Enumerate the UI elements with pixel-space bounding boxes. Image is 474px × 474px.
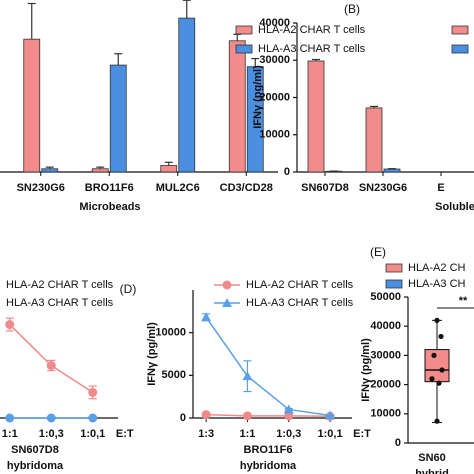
panel-label: (D) xyxy=(120,282,137,296)
marker xyxy=(284,411,294,421)
x-axis-title: Soluble xyxy=(435,201,474,213)
point xyxy=(429,376,435,382)
legend-swatch xyxy=(235,44,253,54)
bar xyxy=(160,165,178,173)
point xyxy=(438,333,444,340)
y-tick-label: 10000 xyxy=(370,408,401,420)
legend-label: HLA-A3 CHAR T cells xyxy=(6,297,114,309)
x-tick-label: 1:1 xyxy=(2,428,18,440)
ratio-label: E:T xyxy=(116,428,134,440)
x-axis-title: SN607D8 xyxy=(11,444,59,456)
legend-label: HLA-A2 CHAR T cells xyxy=(246,279,354,291)
x-tick-label: MUL2C6 xyxy=(156,182,200,194)
point xyxy=(434,418,440,424)
x-tick-label: E xyxy=(437,182,444,194)
marker xyxy=(46,361,56,371)
x-tick-label: SN230G6 xyxy=(17,182,65,194)
y-tick-label: 0 xyxy=(395,437,401,449)
y-axis-title: IFNγ (pg/ml) xyxy=(146,322,158,386)
bar xyxy=(91,168,109,173)
legend-swatch xyxy=(385,279,403,289)
x-tick-label: SN607D8 xyxy=(301,182,349,194)
line xyxy=(206,413,331,418)
bar xyxy=(383,168,401,173)
y-tick-label: 30000 xyxy=(370,349,401,361)
panel-label: (E) xyxy=(370,245,386,259)
x-axis-title: hybridoma xyxy=(7,460,64,472)
marker xyxy=(283,404,294,414)
marker xyxy=(325,410,336,420)
panel-label: (B) xyxy=(344,2,360,16)
point xyxy=(434,317,440,323)
x-axis-title: Microbeads xyxy=(79,201,140,213)
x-tick-label: CD3/CD28 xyxy=(220,182,273,194)
x-tick-label: 1:0,3 xyxy=(276,428,301,440)
y-tick-label: 40000 xyxy=(259,17,290,29)
legend-label: HLA-A3 CHAR T cells xyxy=(258,43,366,55)
marker xyxy=(242,371,253,381)
y-tick-label: 30000 xyxy=(259,54,290,66)
legend-label: HLA-A3 CH xyxy=(408,278,466,290)
x-tick-label: BRO11F6 xyxy=(85,182,134,194)
legend-swatch xyxy=(235,25,253,35)
point xyxy=(439,367,445,373)
x-tick-label: 1:0,1 xyxy=(318,428,343,440)
annotation: ** xyxy=(459,295,468,307)
point xyxy=(431,352,437,358)
bar xyxy=(365,107,383,173)
x-axis-title: BRO11F6 xyxy=(244,444,293,456)
marker xyxy=(5,413,15,423)
x-tick-label: SN230G6 xyxy=(359,182,407,194)
marker xyxy=(222,298,232,307)
y-axis-title: IFNγ (pg/ml) xyxy=(360,338,372,402)
point xyxy=(436,380,442,386)
y-tick-label: 0 xyxy=(180,412,186,424)
ratio-label: E:T xyxy=(353,428,371,440)
legend-label: HLA-A2 CH xyxy=(408,262,466,274)
box xyxy=(424,349,450,383)
line xyxy=(9,324,94,394)
y-tick-label: 20000 xyxy=(259,91,290,103)
legend-swatch xyxy=(385,263,403,273)
y-tick-label: 10000 xyxy=(259,129,290,141)
marker xyxy=(222,280,232,290)
marker xyxy=(201,410,211,420)
legend-label: HLA-A2 CHAR T cells xyxy=(258,24,366,36)
y-tick-label: 5000 xyxy=(162,369,186,381)
marker xyxy=(5,320,15,330)
bar xyxy=(109,64,127,173)
marker xyxy=(88,387,98,397)
bar xyxy=(23,38,41,173)
x-axis-title: hybrid xyxy=(415,468,449,474)
line xyxy=(205,316,331,417)
marker xyxy=(242,411,252,421)
legend-label: HLA-A3 CHAR T cells xyxy=(246,297,354,309)
legend-label: HLA-A2 CHAR T cells xyxy=(6,279,114,291)
y-axis-title: IFNγ (pg/ml) xyxy=(252,65,264,129)
x-axis-title: hybridoma xyxy=(240,460,297,472)
bar xyxy=(228,40,246,173)
legend-swatch xyxy=(451,44,469,54)
marker xyxy=(88,413,98,423)
marker xyxy=(201,312,212,322)
marker xyxy=(46,413,56,423)
x-tick-label: 1:3 xyxy=(198,428,214,440)
x-tick-label: 1:0,3 xyxy=(39,428,64,440)
x-axis-title: SN60 xyxy=(418,452,446,464)
bar xyxy=(307,60,325,173)
x-tick-label: 1:0,1 xyxy=(80,428,105,440)
bar xyxy=(178,17,196,173)
bar xyxy=(41,168,59,173)
y-tick-label: 40000 xyxy=(370,320,401,332)
y-tick-label: 0 xyxy=(284,166,290,178)
legend-swatch xyxy=(451,25,469,35)
y-tick-label: 10000 xyxy=(155,327,186,339)
y-tick-label: 50000 xyxy=(370,291,401,303)
y-tick-label: 20000 xyxy=(370,379,401,391)
x-tick-label: 1:1 xyxy=(239,428,255,440)
